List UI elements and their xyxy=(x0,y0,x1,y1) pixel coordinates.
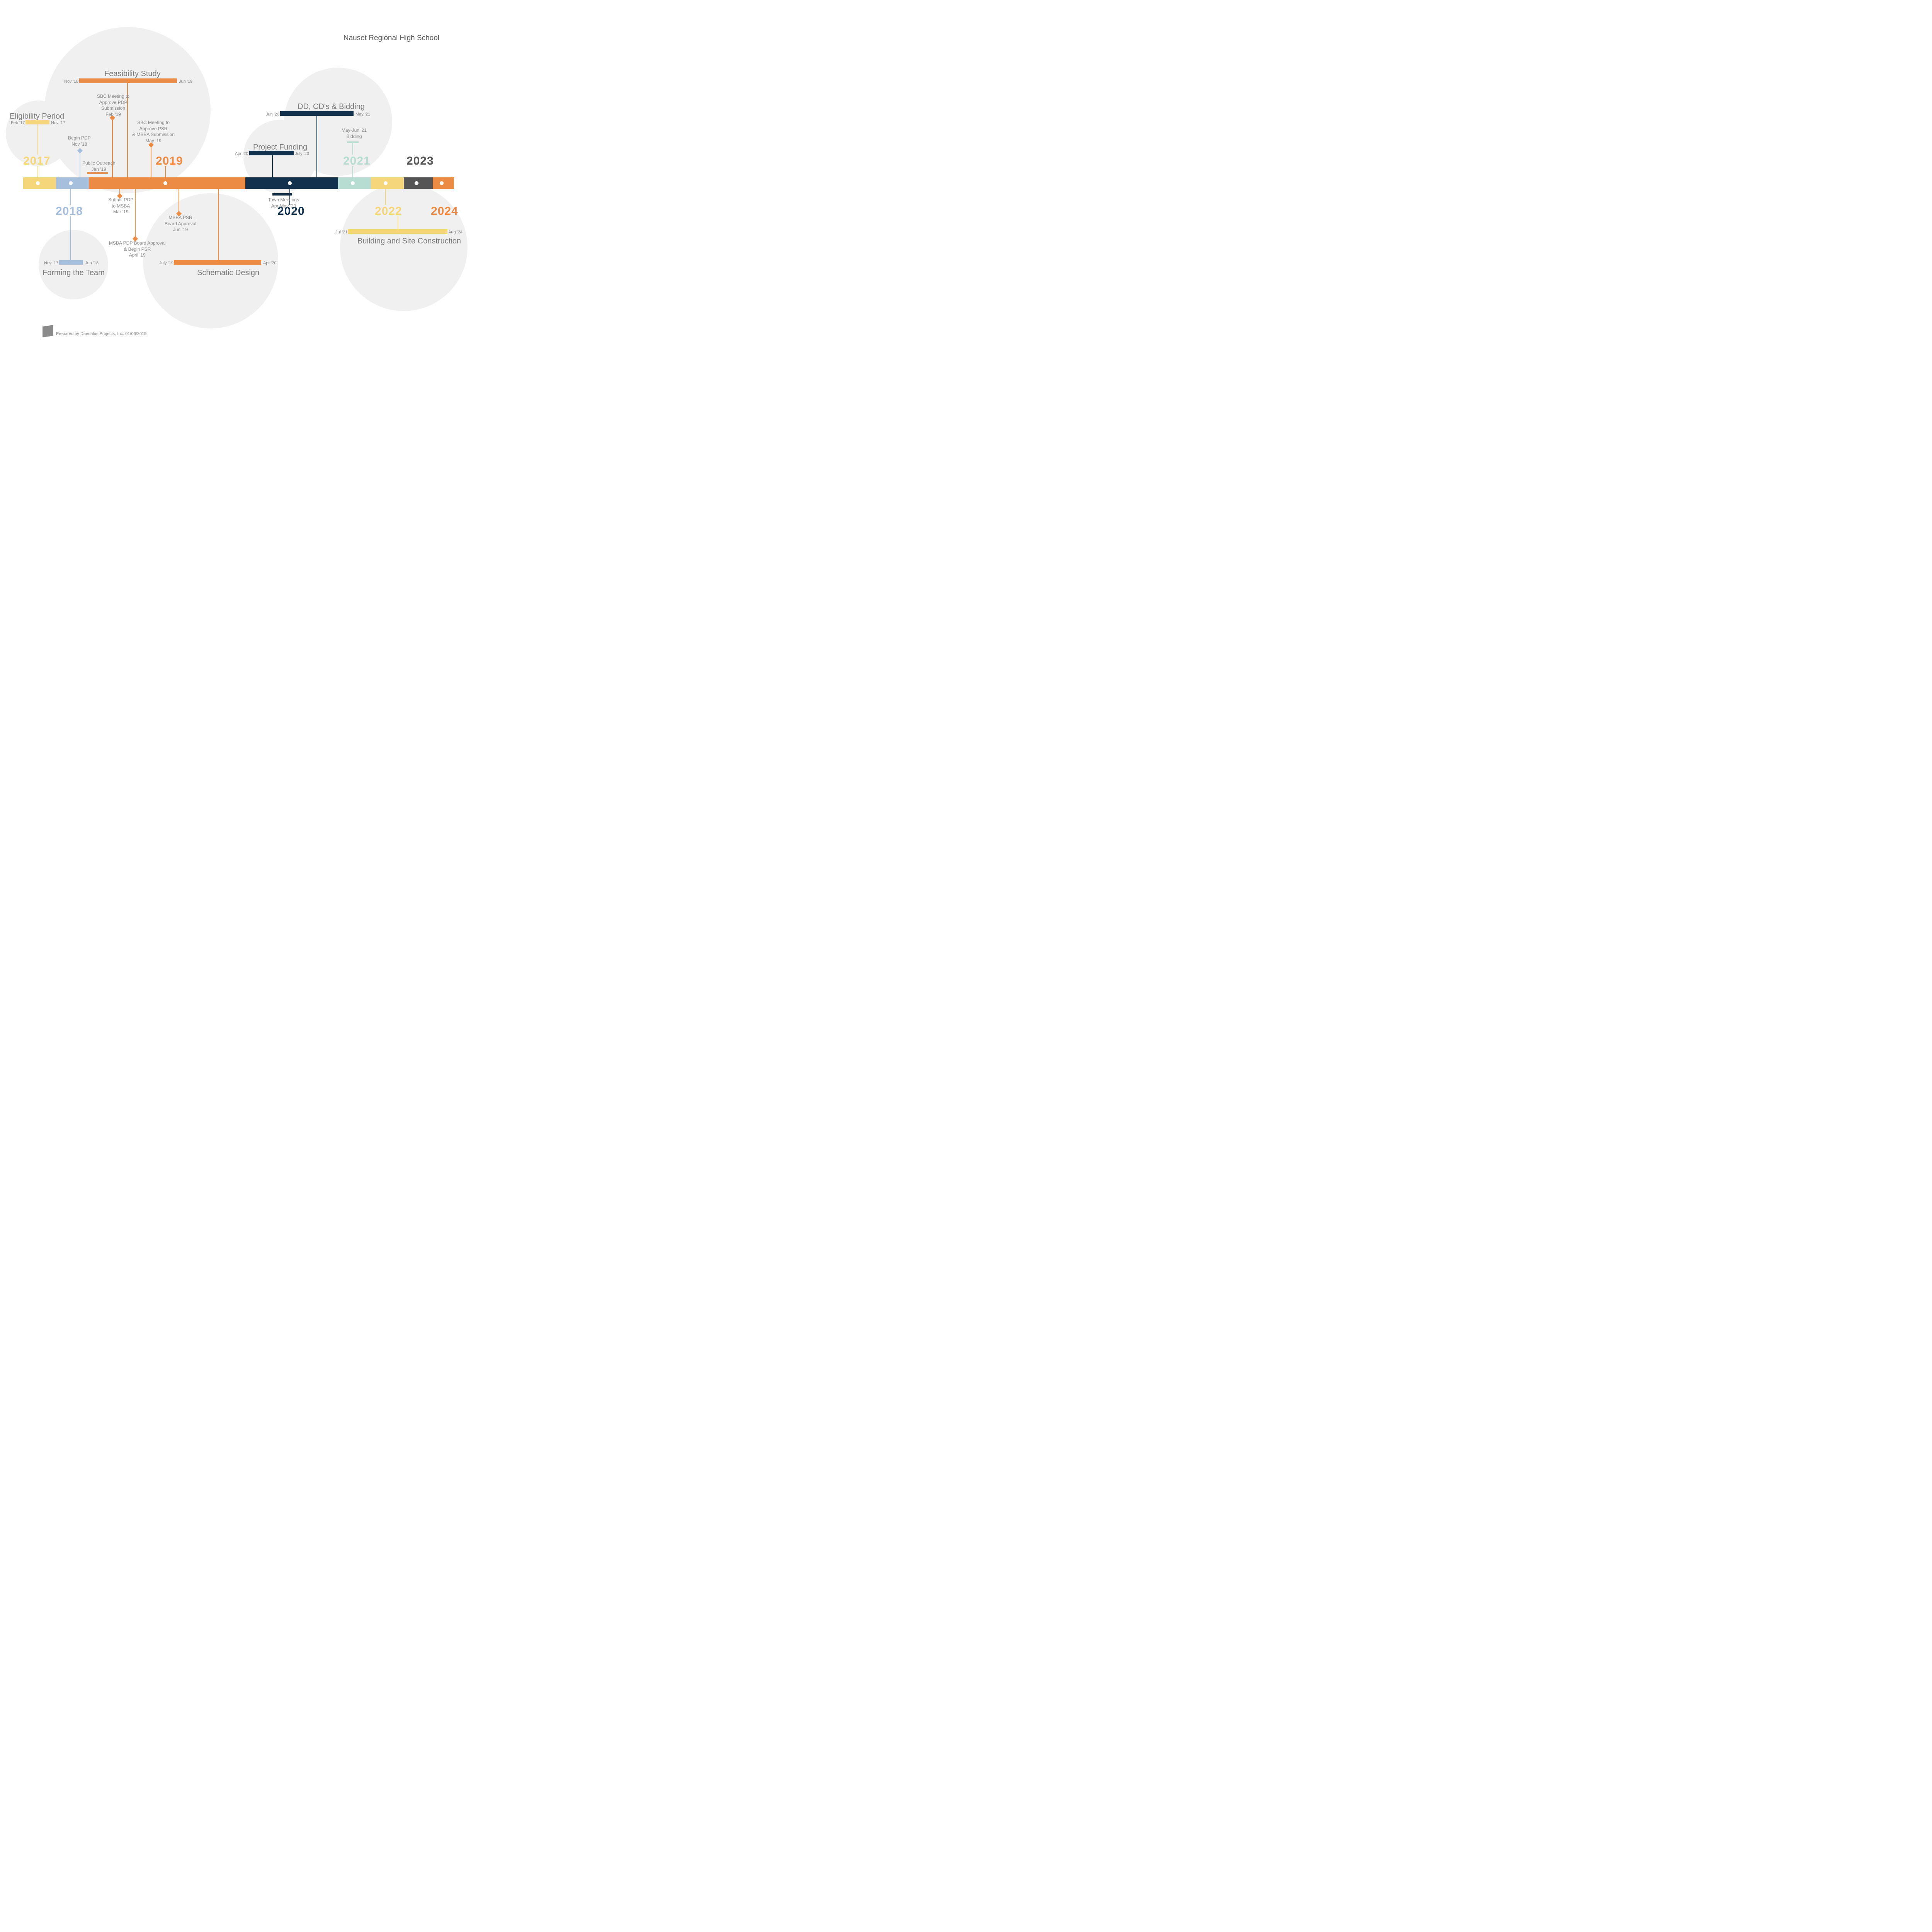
phase-end-date: Jun '18 xyxy=(85,261,99,265)
timeline-dot xyxy=(440,181,444,185)
year-stem xyxy=(385,189,386,205)
year-label: 2022 xyxy=(375,205,402,218)
event-label: Town MeetingsApr-May '20 xyxy=(268,197,299,209)
event-label: MSBA PSRBoard ApprovalJun '19 xyxy=(165,215,196,233)
event-label: MSBA PDP Board Approval& Begin PSRApril … xyxy=(109,240,166,259)
phase-start-date: Jun '20 xyxy=(266,112,279,117)
year-label: 2023 xyxy=(406,155,434,168)
event-label: SBC Meeting toApprove PSR& MSBA Submissi… xyxy=(132,120,175,144)
event-label: SBC Meeting toApprove PDPSubmissionFeb '… xyxy=(97,94,129,117)
event-label: Submit PDPto MSBAMar '19 xyxy=(108,197,133,215)
event-label: Begin PDPNov '18 xyxy=(68,135,91,147)
phase-start-date: Nov '17 xyxy=(44,261,58,265)
phase-stem xyxy=(272,155,273,177)
phase-bar xyxy=(79,78,177,83)
event-stem xyxy=(352,142,353,155)
phase-stem xyxy=(316,116,317,177)
timeline-dot xyxy=(288,181,292,185)
phase-end-date: Nov '17 xyxy=(51,121,65,125)
phase-title: Project Funding xyxy=(253,143,307,152)
year-label: 2024 xyxy=(431,205,458,218)
timeline-dot xyxy=(384,181,388,185)
page-title: Nauset Regional High School xyxy=(344,34,439,43)
timeline-dot xyxy=(351,181,355,185)
event-stem xyxy=(112,118,113,177)
phase-start-date: July '19 xyxy=(159,261,173,265)
phase-start-date: Feb '17 xyxy=(11,121,25,125)
phase-bar xyxy=(59,260,83,265)
phase-bar xyxy=(348,229,447,234)
phase-title: DD, CD's & Bidding xyxy=(298,102,365,111)
event-label: May-Jun '21Bidding xyxy=(342,128,367,139)
footer-text: Prepared by Daedalus Projects, Inc. 01/0… xyxy=(56,332,146,336)
year-stem xyxy=(37,166,38,177)
phase-bar xyxy=(174,260,261,265)
phase-title: Eligibility Period xyxy=(10,112,64,121)
phase-end-date: Aug '24 xyxy=(448,230,463,235)
phase-start-date: Nov '18 xyxy=(64,79,78,84)
phase-title: Feasibility Study xyxy=(104,70,161,78)
year-label: 2018 xyxy=(56,205,83,218)
year-stem xyxy=(70,189,71,205)
phase-end-date: Jun '19 xyxy=(179,79,192,84)
phase-end-date: July '20 xyxy=(295,151,309,156)
phase-end-date: May '21 xyxy=(355,112,370,117)
event-label: Public OutreachJan '19 xyxy=(82,160,115,172)
phase-start-date: Apr '20 xyxy=(235,151,248,156)
background-circle xyxy=(284,68,392,176)
footer-logo-icon xyxy=(43,325,53,337)
year-label: 2017 xyxy=(23,155,51,168)
timeline-dot xyxy=(163,181,167,185)
phase-end-date: Apr '20 xyxy=(263,261,277,265)
year-label: 2019 xyxy=(156,155,183,168)
phase-start-date: Jul '21 xyxy=(335,230,347,235)
phase-title: Forming the Team xyxy=(43,269,105,277)
event-bar xyxy=(272,193,292,196)
timeline-dot xyxy=(69,181,73,185)
timeline-dot xyxy=(36,181,40,185)
event-stem xyxy=(135,189,136,239)
phase-stem xyxy=(218,189,219,260)
phase-stem xyxy=(70,216,71,260)
phase-title: Schematic Design xyxy=(197,269,259,277)
background-circle xyxy=(340,184,468,311)
phase-bar xyxy=(280,111,354,116)
year-stem xyxy=(165,166,166,177)
timeline-dot xyxy=(415,181,418,185)
tbar-cap xyxy=(347,141,359,143)
phase-title: Building and Site Construction xyxy=(357,237,461,246)
timeline-segment xyxy=(245,177,338,189)
phase-stem xyxy=(37,124,38,155)
year-label: 2021 xyxy=(343,155,371,168)
year-stem xyxy=(352,166,353,177)
